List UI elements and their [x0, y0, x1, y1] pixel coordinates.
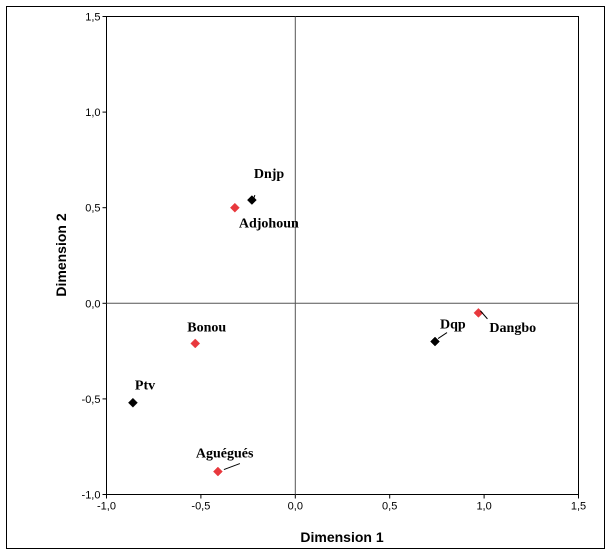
point-dqp [430, 336, 440, 347]
reference-lines [106, 16, 579, 495]
y-tick-label: 0,5 [85, 203, 100, 215]
y-tick-label: 1,0 [85, 107, 100, 119]
point-adjohoun [230, 202, 240, 213]
x-axis-title: Dimension 1 [300, 529, 383, 545]
x-tick-label: 0,0 [288, 501, 303, 513]
point-label-dnjp: Dnjp [254, 167, 285, 182]
y-tick-label: -0,5 [82, 394, 101, 406]
x-axis-ticks: -1,0 -0,5 0,0 0,5 1,0 1,5 [97, 494, 586, 513]
x-tick-label: 1,0 [476, 501, 491, 513]
point-bonou [190, 338, 201, 349]
leader-line-aguegues [223, 463, 241, 471]
point-label-bonou: Bonou [187, 320, 226, 335]
leader-line-dangbo [480, 310, 488, 320]
point-label-adjohoun: Adjohoun [239, 217, 299, 232]
point-aguegues [213, 466, 223, 477]
plot-area [106, 16, 579, 495]
data-points: Dnjp Dqp Ptv Adjohoun Dangbo Bonou Aguégués [128, 167, 536, 477]
point-ptv [128, 397, 138, 408]
leader-line-dnjp [253, 194, 256, 199]
y-axis-ticks: -1,0 -0,5 0,0 0,5 1,0 1,5 [82, 12, 107, 502]
y-tick-label: 0,0 [85, 298, 100, 310]
x-tick-label: 1,5 [571, 501, 586, 513]
point-label-dqp: Dqp [440, 318, 466, 333]
y-tick-label: -1,0 [82, 490, 101, 502]
leader-line-dqp [437, 332, 448, 339]
point-label-aguegues: Aguégués [196, 447, 254, 462]
point-label-dangbo: Dangbo [489, 321, 536, 336]
x-tick-label: -0,5 [191, 501, 210, 513]
x-tick-label: 0,5 [382, 501, 397, 513]
y-tick-label: 1,5 [85, 12, 100, 24]
y-axis-title: Dimension 2 [53, 213, 69, 296]
point-label-ptv: Ptv [135, 379, 155, 394]
x-tick-label: -1,0 [97, 501, 116, 513]
